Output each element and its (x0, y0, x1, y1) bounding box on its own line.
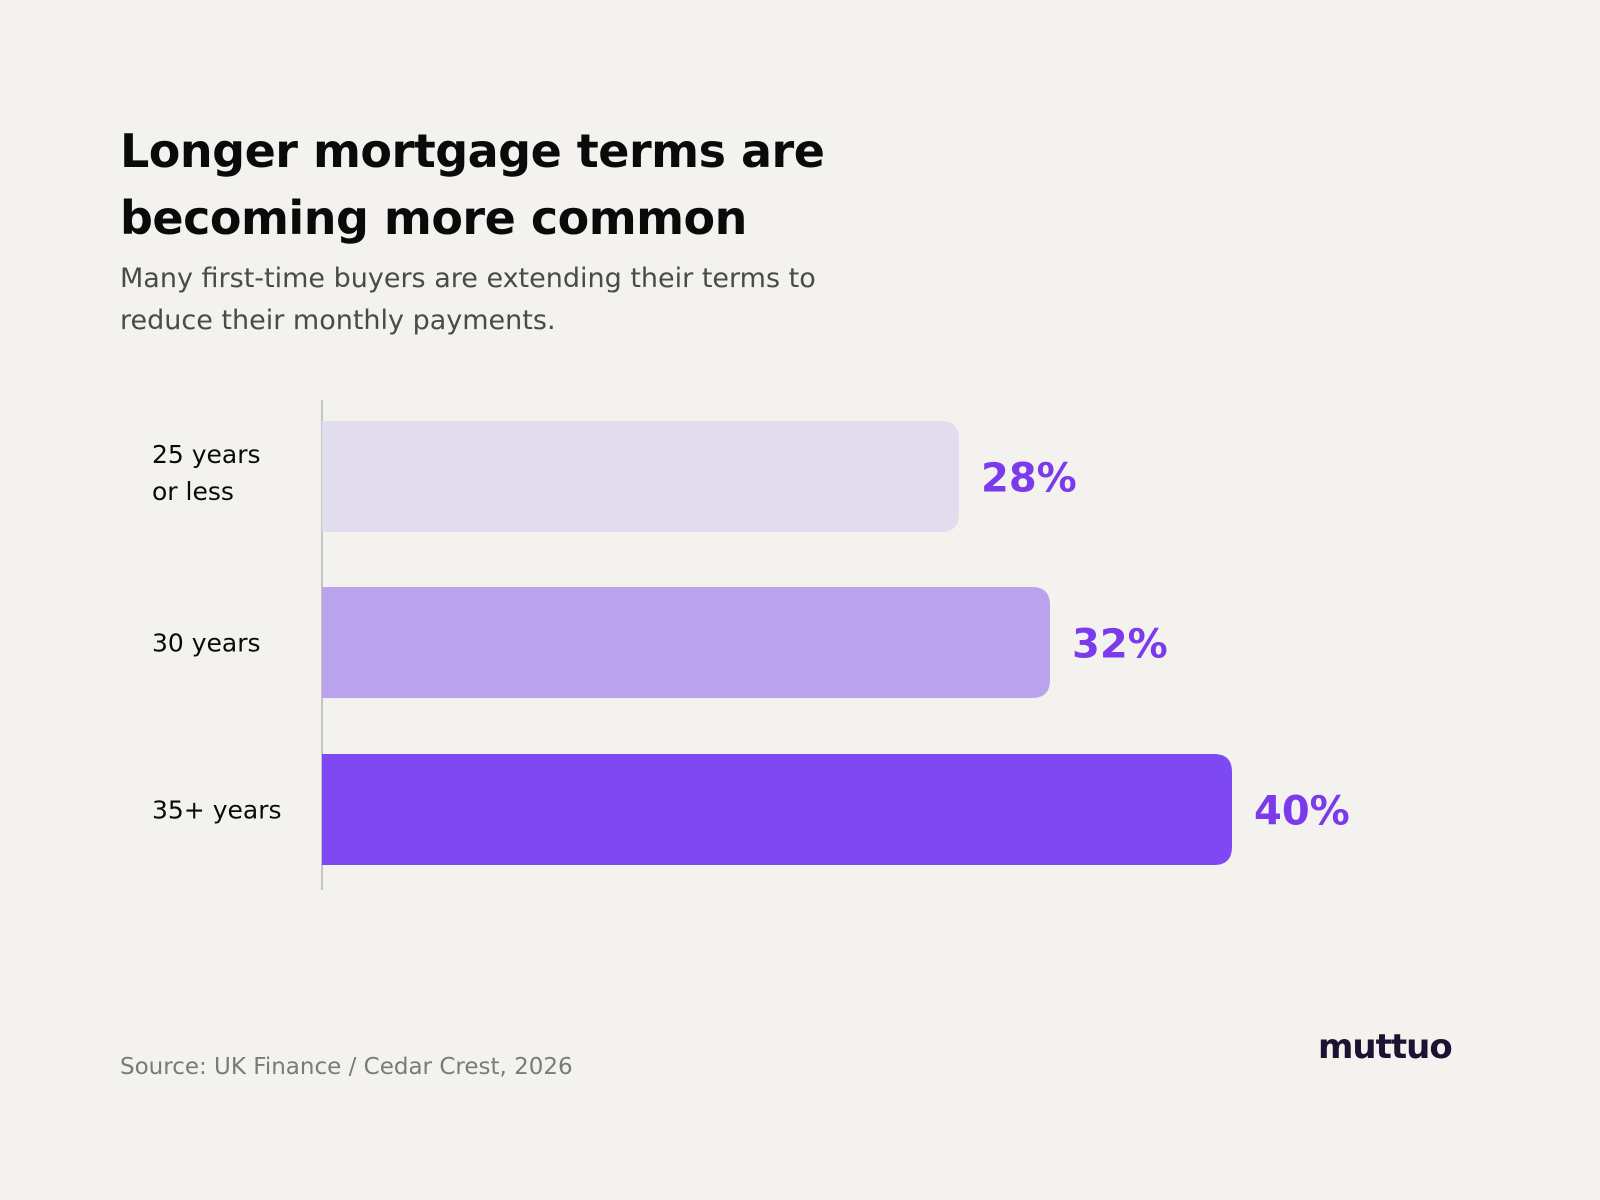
bar-3 (322, 754, 1232, 865)
bar-2 (322, 587, 1050, 698)
source-note: Source: UK Finance / Cedar Crest, 2026 (120, 1054, 573, 1080)
category-label-2: 30 years (152, 629, 261, 658)
chart-subtitle: Many first-time buyers are extending the… (120, 263, 816, 336)
bar-1 (322, 421, 959, 532)
value-label-1: 28% (981, 456, 1077, 502)
value-label-2: 32% (1072, 622, 1168, 668)
category-label-3: 35+ years (152, 796, 282, 825)
muttuo-logo: muttuo (1318, 1027, 1453, 1067)
category-label-1: 25 years or less (152, 440, 261, 506)
bars-layer: 28% 25 years or less 32% 30 years 40% 35+ year… (152, 421, 1350, 865)
value-label-3: 40% (1254, 789, 1350, 835)
bar-chart: 28% 25 years or less 32% 30 years 40% 35+ year… (152, 400, 1350, 890)
svg-text:muttuo: muttuo (1318, 1027, 1452, 1067)
chart-title: Longer mortgage terms are becoming more … (120, 124, 825, 245)
